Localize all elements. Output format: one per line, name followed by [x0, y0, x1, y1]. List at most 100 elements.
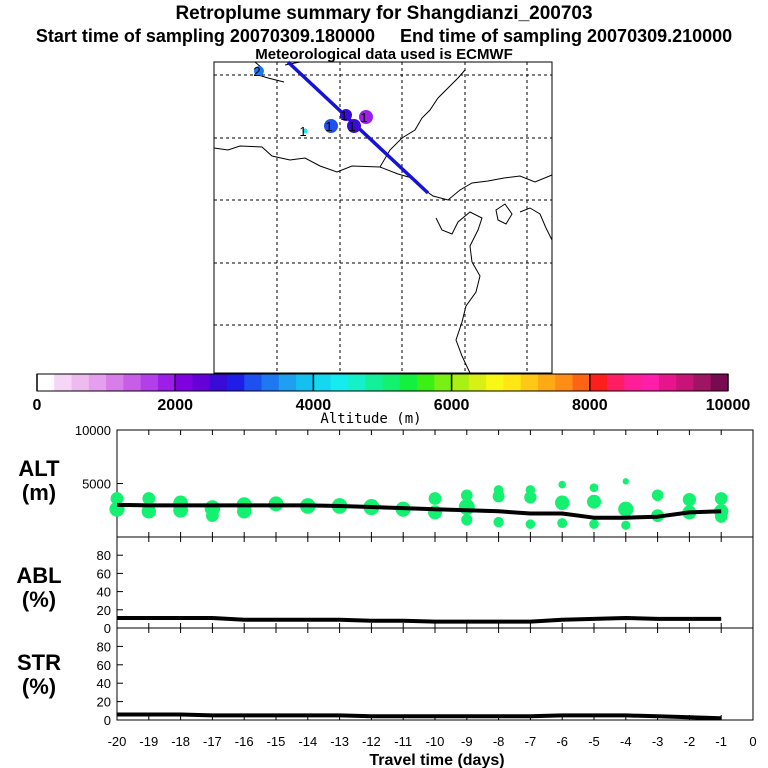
altitude-bubble: [141, 504, 156, 519]
x-tick-label: -19: [139, 734, 158, 749]
altitude-bubble: [142, 492, 156, 505]
colorbar-swatch: [175, 374, 193, 391]
x-tick-label: -3: [652, 734, 664, 749]
altitude-bubble: [651, 489, 664, 502]
start-time: Start time of sampling 20070309.180000: [35, 26, 375, 46]
colorbar: [36, 373, 729, 392]
altitude-bubble: [110, 492, 124, 505]
y-tick-label: 5000: [82, 477, 111, 492]
release-point-label: 1: [340, 108, 347, 123]
y-tick-label: 40: [97, 585, 111, 600]
x-tick-label: -15: [267, 734, 286, 749]
x-tick-label: -14: [298, 734, 317, 749]
colorbar-swatch: [486, 374, 504, 391]
release-point-marker: [254, 66, 264, 76]
colorbar-swatch: [520, 374, 539, 391]
colorbar-swatch: [365, 374, 383, 391]
str-series-line: [117, 712, 722, 721]
release-point-label: 1: [360, 110, 367, 125]
x-tick-label: -10: [426, 734, 445, 749]
release-point-marker: [324, 119, 338, 133]
x-tick-label: -4: [620, 734, 632, 749]
x-tick-label: 0: [749, 734, 756, 749]
x-tick-label: -16: [235, 734, 254, 749]
y-tick-label: 60: [97, 566, 111, 581]
y-tick-label: 0: [104, 621, 111, 636]
colorbar-swatch: [140, 374, 159, 391]
x-tick-label: -12: [362, 734, 381, 749]
alt-series-line: [116, 502, 722, 520]
y-tick-label: 0: [104, 713, 111, 728]
x-tick-label: -8: [493, 734, 505, 749]
colorbar-swatch: [399, 374, 418, 391]
release-point-marker: [359, 110, 373, 124]
met-data-label: Meteorological data used is ECMWF: [255, 46, 513, 63]
map-panel: 1 1 11 12: [213, 60, 553, 374]
abl-unit: (%): [22, 587, 56, 612]
alt-label: ALT: [18, 456, 60, 481]
colorbar-swatch: [658, 374, 677, 391]
panel-frame: [116, 627, 754, 721]
altitude-bubble: [682, 492, 697, 507]
colorbar-swatch: [330, 374, 349, 391]
colorbar-swatch: [71, 374, 90, 391]
release-point-marker: [347, 119, 361, 133]
altitude-bubble: [622, 478, 629, 485]
colorbar-ticks: 0 2000 4000 6000 8000 10000: [33, 374, 750, 414]
map-gridlines: [214, 62, 552, 373]
y-tick-label: 40: [97, 676, 111, 691]
altitude-bubble: [237, 504, 252, 519]
colorbar-swatch: [88, 374, 107, 391]
map-frame: [213, 61, 553, 374]
x-tick-label: -20: [108, 734, 127, 749]
colorbar-swatch: [710, 374, 729, 391]
altitude-bubble: [715, 510, 728, 523]
colorbar-swatch: [54, 374, 72, 391]
y-tick-label: 10000: [75, 423, 111, 438]
x-tick-label: -18: [171, 734, 190, 749]
colorbar-swatch: [313, 374, 332, 391]
x-tick-label: -9: [461, 734, 473, 749]
sampling-times: Start time of sampling 20070309.180000 E…: [0, 26, 768, 47]
colorbar-swatch: [347, 374, 366, 391]
colorbar-swatch: [106, 374, 124, 391]
altitude-bubble: [525, 519, 536, 529]
x-tick-label: -5: [588, 734, 600, 749]
colorbar-swatch: [37, 374, 55, 391]
altitude-bubble: [621, 520, 631, 530]
colorbar-swatch: [123, 374, 142, 391]
colorbar-swatch: [572, 374, 591, 391]
y-tick-label: 20: [97, 603, 111, 618]
y-tick-label: 80: [97, 548, 111, 563]
altitude-bubble: [558, 480, 566, 489]
colorbar-swatch: [382, 374, 401, 391]
x-axis-label: Travel time (days): [369, 752, 504, 768]
colorbar-tick-label: 6000: [434, 397, 470, 414]
colorbar-swatch: [261, 374, 280, 391]
str-unit: (%): [22, 674, 56, 699]
abl-panel: 0 20 40 60 80: [97, 536, 754, 636]
y-tick-label: 80: [97, 639, 111, 654]
release-point-label: 1: [299, 124, 306, 139]
altitude-bubble: [493, 516, 504, 528]
release-point-marker: [302, 128, 308, 134]
colorbar-swatch: [192, 374, 211, 391]
colorbar-swatch: [209, 374, 228, 391]
altitude-bubble: [618, 501, 634, 517]
colorbar-label: Altitude (m): [320, 411, 421, 427]
altitude-bubble: [524, 491, 537, 504]
colorbar-tick-label: 4000: [296, 397, 332, 414]
altitude-bubble: [714, 492, 728, 505]
colorbar-swatch: [296, 374, 314, 391]
altitude-bubble: [492, 490, 505, 503]
abl-series-line: [117, 616, 722, 624]
end-time: End time of sampling 20070309.210000: [400, 26, 733, 46]
colorbar-swatch: [227, 374, 245, 391]
colorbar-swatch: [589, 374, 608, 391]
colorbar-tick-label: 8000: [572, 397, 608, 414]
altitude-bubble: [428, 492, 442, 505]
y-tick-label: 60: [97, 658, 111, 673]
altitude-bubble: [461, 514, 473, 526]
